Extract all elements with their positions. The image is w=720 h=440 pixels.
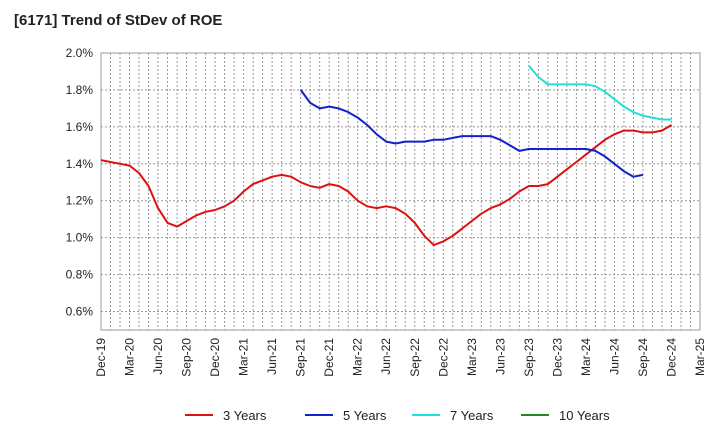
x-tick-label: Sep-21 — [294, 338, 308, 377]
y-axis-ticks: 0.6% 0.8% 1.0% 1.2% 1.4% 1.6% 1.8% 2.0% — [66, 46, 94, 319]
x-tick-label: Mar-24 — [579, 338, 593, 376]
chart-title: [6171] Trend of StDev of ROE — [14, 12, 223, 29]
legend-item: 5 Years — [305, 408, 387, 423]
y-tick-label: 1.2% — [66, 194, 94, 208]
x-tick-label: Mar-21 — [237, 338, 251, 376]
y-tick-label: 2.0% — [66, 46, 94, 60]
x-tick-label: Jun-22 — [379, 338, 393, 375]
x-tick-label: Jun-23 — [493, 338, 507, 375]
x-tick-label: Jun-24 — [607, 338, 621, 375]
y-tick-label: 1.8% — [66, 83, 94, 97]
series-line-7-years — [528, 65, 672, 121]
plot-border — [100, 52, 701, 331]
legend-label: 3 Years — [223, 408, 267, 423]
x-tick-label: Mar-22 — [351, 338, 365, 376]
legend: 3 Years 5 Years 7 Years 10 Years — [185, 408, 610, 423]
x-tick-label: Sep-20 — [180, 338, 194, 377]
x-tick-label: Mar-25 — [693, 338, 707, 376]
plot-area — [100, 52, 701, 331]
x-tick-label: Mar-23 — [465, 338, 479, 376]
x-axis-ticks: Dec-19 Mar-20 Jun-20 Sep-20 Dec-20 Mar-21 Jun-… — [94, 338, 707, 377]
x-tick-label: Dec-19 — [94, 338, 108, 377]
legend-item: 7 Years — [412, 408, 494, 423]
y-tick-label: 1.6% — [66, 120, 94, 134]
y-tick-label: 0.6% — [66, 305, 94, 319]
legend-label: 5 Years — [343, 408, 387, 423]
x-tick-label: Jun-20 — [151, 338, 165, 375]
x-tick-label: Dec-21 — [322, 338, 336, 377]
x-tick-label: Mar-20 — [123, 338, 137, 376]
x-tick-label: Dec-22 — [436, 338, 450, 377]
x-tick-label: Sep-22 — [408, 338, 422, 377]
y-tick-label: 1.4% — [66, 157, 94, 171]
legend-item: 10 Years — [521, 408, 610, 423]
legend-label: 7 Years — [450, 408, 494, 423]
x-tick-label: Jun-21 — [265, 338, 279, 375]
x-tick-label: Sep-24 — [636, 338, 650, 377]
y-tick-label: 0.8% — [66, 268, 94, 282]
series-line-3-years — [100, 124, 673, 247]
series-line-5-years — [299, 89, 644, 178]
x-tick-label: Dec-24 — [664, 338, 678, 377]
legend-label: 10 Years — [559, 408, 610, 423]
y-tick-label: 1.0% — [66, 231, 94, 245]
x-tick-label: Sep-23 — [522, 338, 536, 377]
x-tick-label: Dec-20 — [208, 338, 222, 377]
legend-item: 3 Years — [185, 408, 267, 423]
x-tick-label: Dec-23 — [550, 338, 564, 377]
series — [100, 65, 673, 247]
